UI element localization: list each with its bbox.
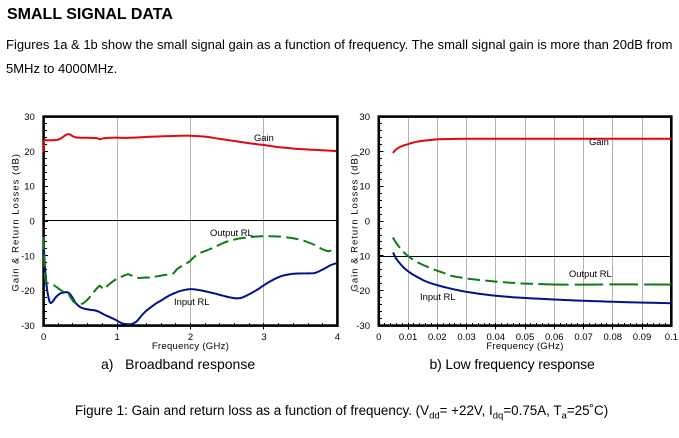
svg-text:Output RL: Output RL [569,268,612,279]
svg-text:1: 1 [114,332,119,343]
svg-text:0.08: 0.08 [604,332,623,343]
svg-text:30: 30 [24,112,35,123]
svg-text:0: 0 [30,217,35,228]
svg-text:Gain & Return Losses (dB): Gain & Return Losses (dB) [349,153,360,292]
svg-text:Gain: Gain [254,132,274,143]
svg-text:Input RL: Input RL [174,296,209,307]
svg-text:Frequency (GHz): Frequency (GHz) [152,341,229,352]
svg-text:4: 4 [335,332,340,343]
svg-text:3: 3 [261,332,266,343]
svg-text:0.01: 0.01 [399,332,418,343]
svg-text:10: 10 [359,182,370,193]
svg-text:0.03: 0.03 [457,332,476,343]
svg-text:-30: -30 [356,321,370,332]
svg-text:30: 30 [359,112,370,123]
svg-text:Gain & Return Losses (dB): Gain & Return Losses (dB) [10,153,21,292]
svg-text:Output RL: Output RL [210,227,253,238]
svg-text:-20: -20 [356,286,370,297]
svg-text:Input RL: Input RL [420,291,455,302]
svg-text:0: 0 [376,332,381,343]
svg-text:0.02: 0.02 [428,332,447,343]
svg-text:20: 20 [359,147,370,158]
svg-text:10: 10 [24,182,35,193]
svg-text:0: 0 [41,332,46,343]
svg-text:0: 0 [365,217,370,228]
svg-text:20: 20 [24,147,35,158]
svg-text:-20: -20 [21,286,35,297]
svg-text:Frequency (GHz): Frequency (GHz) [486,341,563,352]
svg-text:-10: -10 [21,251,35,262]
svg-text:-30: -30 [21,321,35,332]
svg-text:0.09: 0.09 [633,332,652,343]
svg-text:0.05: 0.05 [516,332,535,343]
svg-text:0.1: 0.1 [665,332,678,343]
svg-text:0.04: 0.04 [487,332,506,343]
svg-text:10: 10 [359,251,370,262]
svg-text:0.07: 0.07 [574,332,593,343]
svg-text:Gain: Gain [589,136,609,147]
svg-text:2: 2 [188,332,193,343]
svg-text:0.06: 0.06 [545,332,564,343]
